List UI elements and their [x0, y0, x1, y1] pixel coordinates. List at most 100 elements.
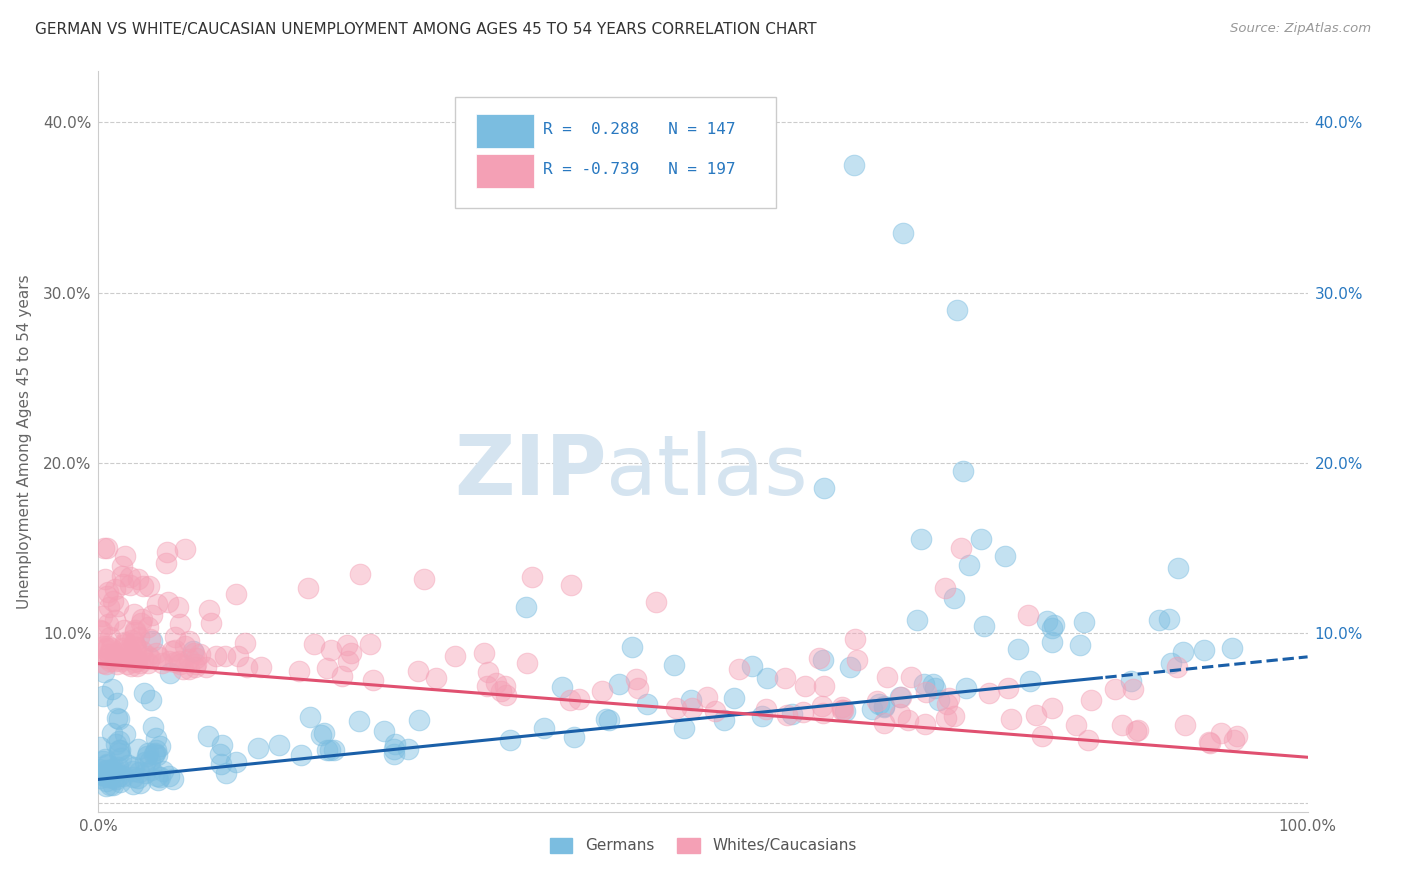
Point [169, 657, 191, 671]
Point [110, 751, 132, 765]
Point [122, 652, 145, 666]
Point [138, 579, 160, 593]
Point [103, 764, 125, 779]
Point [533, 721, 555, 735]
Point [183, 646, 205, 660]
Point [107, 746, 129, 760]
Point [1111, 718, 1133, 732]
Point [1192, 643, 1215, 657]
Point [97, 765, 120, 780]
Point [128, 630, 150, 644]
Point [494, 679, 516, 693]
Point [112, 623, 135, 637]
Point [136, 746, 159, 760]
Point [872, 698, 894, 713]
Point [105, 650, 128, 665]
Point [808, 650, 831, 665]
Point [269, 738, 291, 752]
Point [143, 746, 166, 760]
Point [124, 623, 146, 637]
Point [1222, 733, 1244, 747]
Point [103, 778, 125, 792]
Point [413, 572, 436, 586]
Point [101, 726, 124, 740]
Point [489, 684, 512, 698]
Point [891, 226, 914, 240]
Point [128, 656, 150, 670]
Point [209, 757, 232, 772]
Point [165, 642, 187, 657]
Point [94, 763, 117, 777]
Point [108, 734, 131, 748]
Point [188, 647, 211, 661]
Point [1064, 717, 1087, 731]
Point [145, 743, 167, 757]
Point [98, 653, 121, 667]
Point [499, 732, 522, 747]
Point [127, 771, 149, 785]
Point [250, 659, 273, 673]
Point [124, 636, 146, 650]
Point [132, 651, 155, 665]
FancyBboxPatch shape [456, 97, 776, 209]
Point [163, 630, 186, 644]
Point [811, 699, 834, 714]
Point [1166, 659, 1188, 673]
Point [146, 747, 169, 762]
Point [94, 572, 117, 586]
Point [922, 677, 945, 691]
Point [122, 655, 145, 669]
Point [943, 709, 966, 723]
Point [1000, 712, 1022, 726]
Point [1157, 612, 1180, 626]
Point [636, 697, 658, 711]
Point [912, 677, 935, 691]
Point [562, 730, 585, 744]
Point [247, 740, 270, 755]
Point [110, 655, 132, 669]
Point [105, 657, 128, 672]
Point [112, 577, 135, 591]
Point [1167, 560, 1189, 574]
Point [425, 671, 447, 685]
Point [177, 652, 200, 666]
Point [1147, 613, 1170, 627]
Point [141, 763, 163, 777]
Point [139, 754, 162, 768]
Point [89, 771, 111, 785]
Point [997, 681, 1019, 696]
Point [89, 624, 111, 638]
Point [316, 742, 339, 756]
Point [97, 599, 120, 614]
Point [1080, 693, 1102, 707]
Point [103, 764, 125, 778]
Text: Source: ZipAtlas.com: Source: ZipAtlas.com [1230, 22, 1371, 36]
Point [979, 686, 1001, 700]
Point [159, 665, 181, 680]
Point [97, 617, 120, 632]
Point [136, 620, 159, 634]
Point [155, 545, 177, 559]
Point [114, 549, 136, 564]
Point [146, 773, 169, 788]
Point [197, 602, 219, 616]
Point [349, 566, 371, 581]
Point [104, 582, 127, 597]
Point [1069, 638, 1091, 652]
Point [1174, 718, 1197, 732]
Point [942, 591, 965, 605]
Point [100, 640, 122, 655]
Point [889, 706, 911, 721]
Point [873, 715, 896, 730]
Point [96, 763, 118, 777]
Point [146, 597, 169, 611]
Point [160, 644, 183, 658]
Point [314, 725, 336, 739]
Point [211, 739, 233, 753]
Point [1171, 645, 1194, 659]
Point [620, 640, 643, 654]
Point [104, 648, 127, 662]
Point [970, 533, 993, 547]
Point [1198, 736, 1220, 750]
Point [110, 558, 132, 573]
